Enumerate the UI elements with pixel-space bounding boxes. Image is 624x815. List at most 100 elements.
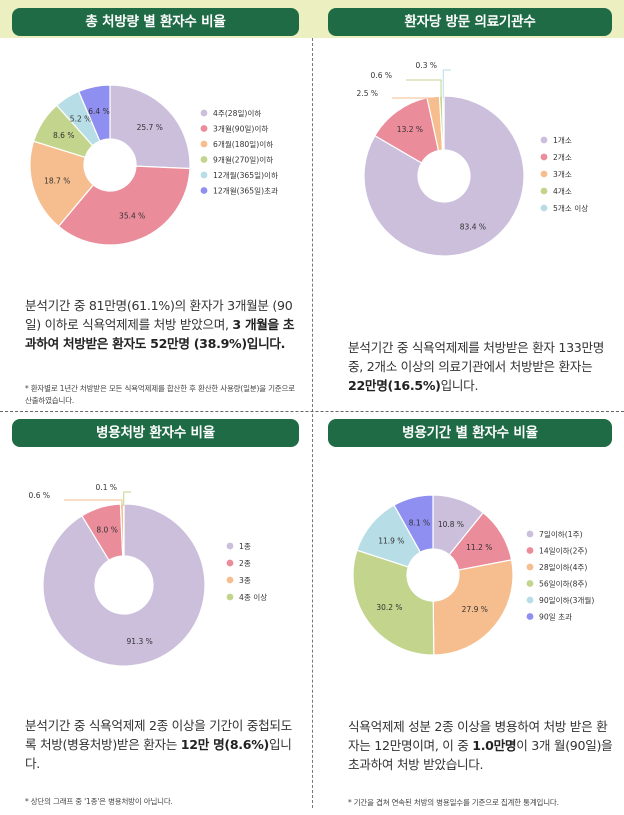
vertical-divider xyxy=(312,38,313,808)
data-label-2: 8.0 % xyxy=(96,526,117,535)
description-text: 분석기간 중 81만명(61.1%)의 환자가 3개월분 (90일) 이하로 식… xyxy=(25,298,293,332)
panel-title: 총 처방량 별 환자수 비율 xyxy=(12,8,299,36)
legend-label-5: 12개월(365일)이하 xyxy=(213,170,278,180)
legend-label-1: 1개소 xyxy=(553,135,572,145)
donut-chart-clinics-per-patient: 83.4 % 13.2 % 2.5 % 0.6 % 0.3 % 1개소 2개소 3개소 4개소 5… xyxy=(357,61,588,257)
panel-title: 병용처방 환자수 비율 xyxy=(12,419,299,447)
data-label-3: 27.9 % xyxy=(462,605,488,614)
legend-marker-3 xyxy=(226,576,234,584)
data-label-2: 35.4 % xyxy=(119,211,145,220)
legend-label-2: 3개월(90일)이하 xyxy=(213,124,268,134)
legend-marker-3 xyxy=(200,140,208,148)
donut-slice-2 xyxy=(57,165,191,246)
donut-slice-1 xyxy=(42,503,206,667)
donut-chart-prescription-amount: 25.7 % 35.4 % 18.7 % 8.6 % 5.2 %6.4 % 4주(28일)… xyxy=(29,84,278,246)
donut-slice-4 xyxy=(122,503,125,557)
legend-label-4: 4종 이상 xyxy=(239,592,267,602)
data-label-3: 0.6 % xyxy=(29,491,50,500)
data-label-6: 6.4 % xyxy=(88,107,109,116)
panel-title: 병용기간 별 환자수 비율 xyxy=(328,419,612,447)
legend-marker-4 xyxy=(540,187,548,195)
panel-description: 식욕억제제 성분 2종 이상을 병용하여 처방 받은 환자는 12만명이며, 이… xyxy=(348,717,613,774)
footnote: * 기간을 겹쳐 연속된 처방의 병용일수를 기준으로 집계한 통계입니다. xyxy=(348,798,559,807)
panel-prescription-amount: 총 처방량 별 환자수 비율 25.7 % 35.4 % 18.7 % 8.6 % 5.… xyxy=(0,0,312,405)
data-label-2: 13.2 % xyxy=(397,125,423,134)
callout-line-5 xyxy=(442,69,451,99)
data-label-4: 0.1 % xyxy=(96,483,117,492)
panel-title: 환자당 방문 의료기관수 xyxy=(328,8,612,36)
legend-label-5: 5개소 이상 xyxy=(553,203,588,213)
description-highlight: 3 개월을 초과하여 처방받은 환자도 52만명 (38.9%)입니다. xyxy=(25,317,295,351)
data-label-4: 0.6 % xyxy=(371,71,392,80)
legend-label-3: 3종 xyxy=(239,576,251,585)
legend-label-3: 28일이하(4주) xyxy=(539,562,587,572)
panel-combination-duration: 병용기간 별 환자수 비율 10.8 % 11.2 % 27.9 % 30.2 % 11… xyxy=(312,411,624,815)
legend-label-2: 2종 xyxy=(239,559,251,568)
legend-marker-1 xyxy=(200,109,208,117)
legend-label-3: 3개소 xyxy=(553,169,572,179)
legend-marker-4 xyxy=(200,156,208,163)
callout-line-4 xyxy=(123,491,131,507)
description-text: 분석기간 중 식욕억제제 2종 이상을 기간이 중첩되도록 처방(병용처방)받은… xyxy=(25,718,292,752)
callout-line-3 xyxy=(392,97,434,99)
legend-label-3: 6개월(180일)이하 xyxy=(213,139,273,149)
data-label-1: 10.8 % xyxy=(438,520,464,529)
panel-clinics-per-patient: 환자당 방문 의료기관수 83.4 % 13.2 % 2.5 % 0.6 % 0.3 %… xyxy=(312,0,624,404)
legend-label-4: 9개월(270일)이하 xyxy=(213,155,273,165)
donut-slice-6 xyxy=(393,494,434,554)
description-highlight: 12만 명(8.6%) xyxy=(180,737,270,752)
legend-label-6: 12개월(365일)초과 xyxy=(213,186,278,196)
data-label-1: 83.4 % xyxy=(460,222,486,231)
legend-marker-3 xyxy=(526,563,534,571)
legend-marker-4 xyxy=(526,580,534,587)
legend-marker-5 xyxy=(540,204,548,212)
data-label-5: 11.9 % xyxy=(378,537,404,546)
legend-marker-3 xyxy=(540,170,548,178)
data-label-4: 30.2 % xyxy=(376,603,402,612)
legend-label-1: 4주(28일)이하 xyxy=(213,108,261,118)
legend-label-6: 90일 초과 xyxy=(539,613,572,622)
donut-slice-1 xyxy=(363,95,525,257)
description-highlight: 1.0만명 xyxy=(472,738,517,753)
legend-marker-6 xyxy=(200,187,208,194)
donut-slice-3 xyxy=(432,559,514,656)
description-text-end: 입니다. xyxy=(25,737,292,771)
donut-slice-3 xyxy=(29,140,95,228)
data-label-5: 5.2 % xyxy=(70,115,91,124)
description-text: 분석기간 중 식욕억제제를 처방받은 환자 133만명 중, 2개소 이상의 의… xyxy=(348,340,605,374)
callout-line-3 xyxy=(64,499,123,507)
legend-marker-4 xyxy=(226,593,234,601)
data-label-3: 18.7 % xyxy=(44,177,70,186)
description-highlight: 22만명(16.5%) xyxy=(348,378,441,393)
donut-slice-4 xyxy=(352,549,435,656)
legend-marker-2 xyxy=(526,547,534,554)
panel-description: 분석기간 중 식욕억제제 2종 이상을 기간이 중첩되도록 처방(병용처방)받은… xyxy=(25,716,300,773)
donut-chart-combination-prescription: 91.3 % 8.0 % 0.6 % 0.1 % 1종 2종 3종 4종 이상 xyxy=(29,483,267,667)
legend-label-1: 7일이하(1주) xyxy=(539,529,583,539)
legend-marker-1 xyxy=(526,530,534,538)
legend-label-2: 2개소 xyxy=(553,152,572,162)
data-label-4: 8.6 % xyxy=(53,131,74,140)
legend-label-1: 1종 xyxy=(239,542,251,551)
legend-marker-2 xyxy=(200,125,208,132)
data-label-2: 11.2 % xyxy=(466,543,492,552)
legend-marker-6 xyxy=(526,613,534,620)
legend-label-2: 14일이하(2주) xyxy=(539,546,587,556)
data-label-1: 25.7 % xyxy=(137,123,163,132)
donut-chart-combination-duration: 10.8 % 11.2 % 27.9 % 30.2 % 11.9 % 8.1 % 7일이하(… xyxy=(352,494,594,656)
footnote: * 환자별로 1년간 처방받은 모든 식욕억제제를 합산한 후 환산한 사용량(… xyxy=(25,384,295,405)
legend-marker-1 xyxy=(226,542,234,550)
legend-marker-1 xyxy=(540,136,548,144)
legend-label-4: 4개소 xyxy=(553,186,572,196)
donut-slice-6 xyxy=(77,84,111,142)
data-label-3: 2.5 % xyxy=(357,89,378,98)
footnote: * 상단의 그래프 중 '1종'은 병용처방이 아닙니다. xyxy=(25,797,173,806)
panel-combination-prescription: 병용처방 환자수 비율 91.3 % 8.0 % 0.6 % 0.1 % 1종 2종 3종 4… xyxy=(0,411,312,815)
legend-label-5: 90일이하(3개월) xyxy=(539,595,594,605)
data-label-1: 91.3 % xyxy=(127,637,153,646)
description-text: 식욕억제제 성분 2종 이상을 병용하여 처방 받은 환자는 12만명이며, 이… xyxy=(348,719,608,753)
panel-description: 분석기간 중 81만명(61.1%)의 환자가 3개월분 (90일) 이하로 식… xyxy=(25,296,300,353)
legend-marker-2 xyxy=(540,153,548,161)
horizontal-divider xyxy=(0,411,624,412)
donut-slice-1 xyxy=(109,84,191,170)
